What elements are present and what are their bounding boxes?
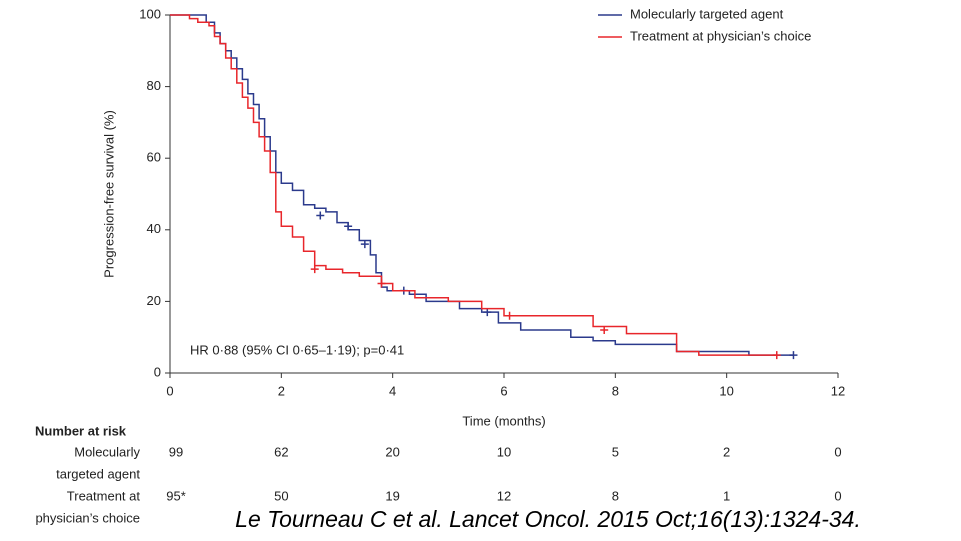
y-tick-label: 100 xyxy=(139,6,161,21)
annotation: HR 0·88 (95% CI 0·65–1·19); p=0·41 xyxy=(190,342,404,357)
risk-value: 1 xyxy=(723,488,730,503)
x-axis-label: Time (months) xyxy=(462,413,545,428)
x-tick-label: 0 xyxy=(166,383,173,398)
risk-value: 10 xyxy=(497,444,511,459)
risk-row-label: Treatment at xyxy=(67,488,141,503)
x-tick-label: 2 xyxy=(278,383,285,398)
risk-value: 5 xyxy=(612,444,619,459)
censor-mark xyxy=(505,311,514,320)
y-tick-label: 20 xyxy=(147,293,161,308)
risk-value: 0 xyxy=(834,444,841,459)
censor-mark xyxy=(789,351,798,360)
risk-value: 20 xyxy=(385,444,399,459)
risk-value: 99 xyxy=(169,444,183,459)
risk-value: 19 xyxy=(385,488,399,503)
risk-value: 62 xyxy=(274,444,288,459)
censor-mark xyxy=(344,222,353,231)
censor-mark xyxy=(483,308,492,317)
y-tick-label: 80 xyxy=(147,78,161,93)
survival-line xyxy=(170,14,794,356)
x-tick-label: 4 xyxy=(389,383,396,398)
censor-mark xyxy=(377,279,386,288)
x-tick-label: 12 xyxy=(831,383,845,398)
citation: Le Tourneau C et al. Lancet Oncol. 2015 … xyxy=(235,506,861,532)
risk-value: 12 xyxy=(497,488,511,503)
censor-mark xyxy=(360,240,369,249)
x-tick-label: 6 xyxy=(500,383,507,398)
survival-line xyxy=(170,14,777,356)
censor-mark xyxy=(316,211,325,220)
risk-value: 2 xyxy=(723,444,730,459)
x-tick-label: 10 xyxy=(719,383,733,398)
risk-row-label: physician’s choice xyxy=(35,510,140,525)
risk-value: 95* xyxy=(166,488,186,503)
y-axis-label: Progression-free survival (%) xyxy=(101,110,116,278)
y-tick-label: 40 xyxy=(147,221,161,236)
censor-mark xyxy=(772,351,781,360)
risk-table-title: Number at risk xyxy=(35,423,127,438)
risk-row-label: targeted agent xyxy=(56,466,140,481)
risk-value: 8 xyxy=(612,488,619,503)
legend-label: Molecularly targeted agent xyxy=(630,6,784,21)
y-tick-label: 0 xyxy=(154,364,161,379)
risk-value: 0 xyxy=(834,488,841,503)
risk-value: 50 xyxy=(274,488,288,503)
y-tick-label: 60 xyxy=(147,150,161,165)
censor-mark xyxy=(600,326,609,335)
legend-label: Treatment at physician’s choice xyxy=(630,28,811,43)
x-tick-label: 8 xyxy=(612,383,619,398)
censor-mark xyxy=(310,265,319,274)
risk-row-label: Molecularly xyxy=(74,444,140,459)
